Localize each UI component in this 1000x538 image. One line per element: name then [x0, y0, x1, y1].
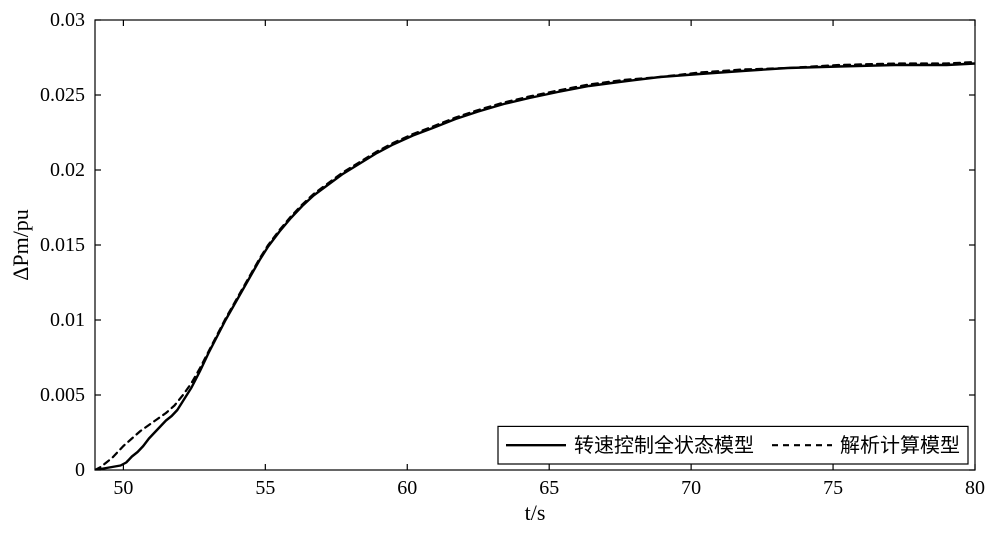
line-chart: 50 55 60 65 70 75 80 0 0.005 0.01 0.015 0.02 0.025 0.…: [0, 0, 1000, 538]
x-tick-label: 55: [255, 477, 275, 499]
legend: 转速控制全状态模型 解析计算模型: [498, 426, 968, 464]
x-tick-label: 80: [965, 477, 985, 499]
x-tick-label: 75: [823, 477, 843, 499]
legend-label: 解析计算模型: [840, 434, 960, 457]
chart-container: 50 55 60 65 70 75 80 0 0.005 0.01 0.015 0.02 0.025 0.…: [0, 0, 1000, 538]
legend-label: 转速控制全状态模型: [574, 434, 754, 457]
y-tick-label: 0.02: [50, 159, 85, 181]
y-tick-label: 0: [75, 459, 85, 481]
x-tick-label: 65: [539, 477, 559, 499]
x-axis-label: t/s: [525, 500, 546, 525]
y-tick-label: 0.025: [40, 84, 85, 106]
y-tick-label: 0.015: [40, 234, 85, 256]
y-tick-label: 0.005: [40, 384, 85, 406]
x-tick-label: 60: [397, 477, 417, 499]
y-axis-label: ΔPm/pu: [8, 209, 33, 281]
y-tick-label: 0.03: [50, 9, 85, 31]
x-tick-label: 50: [113, 477, 133, 499]
y-tick-label: 0.01: [50, 309, 85, 331]
x-tick-label: 70: [681, 477, 701, 499]
